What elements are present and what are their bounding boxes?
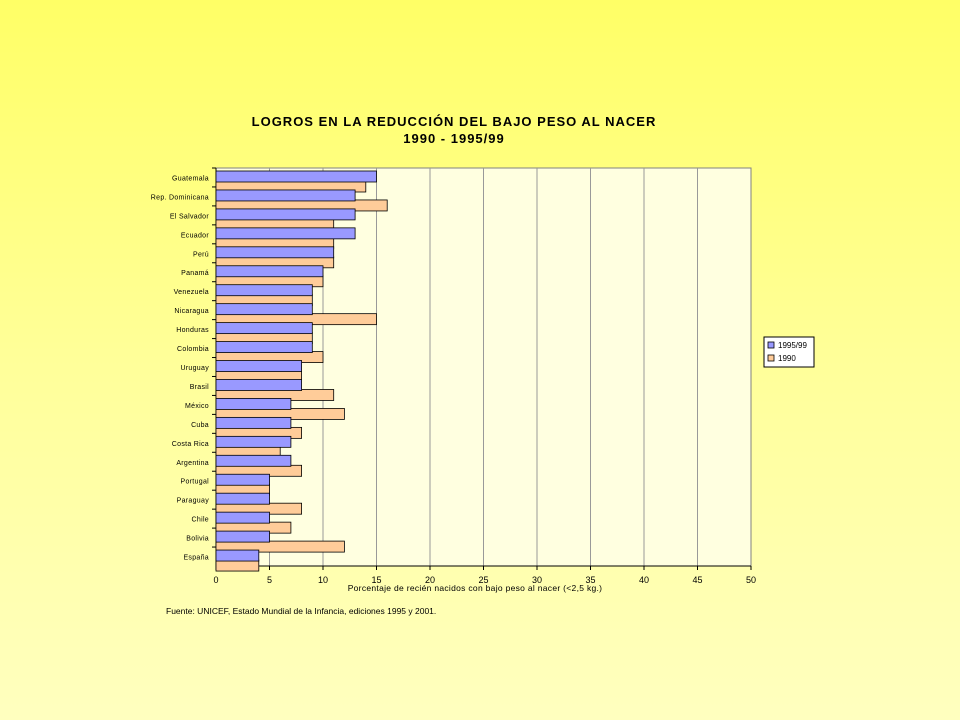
source-note: Fuente: UNICEF, Estado Mundial de la Inf… <box>166 606 436 616</box>
bar-1995-99 <box>215 189 356 202</box>
bar-1990 <box>215 540 345 553</box>
x-axis-label: Porcentaje de recién nacidos con bajo pe… <box>348 583 603 593</box>
x-tick-label: 0 <box>213 575 218 585</box>
legend-swatch <box>767 341 775 349</box>
bar-1995-99 <box>215 492 270 505</box>
category-label: Ecuador <box>181 232 210 239</box>
category-label: Venezuela <box>174 289 209 296</box>
bar-1995-99 <box>215 341 313 353</box>
category-label: Paraguay <box>177 498 210 505</box>
legend-label: 1990 <box>778 354 796 363</box>
category-label: Brasil <box>190 384 209 391</box>
bar-1995-99 <box>215 170 377 183</box>
category-label: Honduras <box>176 327 209 334</box>
category-labels: Guatemala Rep. Dominicana El Salvador Ecuad… <box>151 175 210 562</box>
category-label: Rep. Dominicana <box>151 194 209 201</box>
category-label: Colombia <box>177 346 209 353</box>
category-label: España <box>183 555 209 562</box>
bar-1995-99 <box>215 473 270 486</box>
category-label: Chile <box>192 517 209 524</box>
x-tick-label: 5 <box>267 575 272 585</box>
bar-1995-99 <box>215 454 292 467</box>
bar-1995-99 <box>215 379 302 391</box>
bar-1995-99 <box>215 284 313 297</box>
x-tick-label: 10 <box>318 575 328 585</box>
category-label: Panamá <box>181 270 209 277</box>
bar-1995-99 <box>215 246 335 259</box>
bar-1995-99 <box>215 435 292 448</box>
bar-1995-99 <box>215 511 270 524</box>
category-label: Argentina <box>176 460 209 467</box>
x-tick-label: 45 <box>692 575 702 585</box>
bar-1995-99 <box>215 360 302 372</box>
x-tick-label: 25 <box>478 575 488 585</box>
category-label: Portugal <box>181 479 210 486</box>
category-label: Perú <box>193 251 209 258</box>
bar-1995-99 <box>215 416 292 429</box>
category-label: México <box>185 403 209 410</box>
legend: 1995/99 1990 <box>763 336 815 368</box>
bar-1995-99 <box>215 398 292 410</box>
chart-title: LOGROS EN LA REDUCCIÓN DEL BAJO PESO AL … <box>252 114 657 129</box>
category-label: Nicaragua <box>174 308 209 315</box>
bar-1995-99 <box>215 227 356 240</box>
category-label: Bolivia <box>186 536 209 543</box>
legend-label: 1995/99 <box>778 341 807 350</box>
category-label: Guatemala <box>172 175 209 182</box>
bar-1995-99 <box>215 208 356 221</box>
category-label: Costa Rica <box>172 441 209 448</box>
x-tick-labels: 0 5 10 15 20 25 30 35 40 45 50 <box>213 575 756 585</box>
x-tick-label: 40 <box>639 575 649 585</box>
category-label: El Salvador <box>170 213 209 220</box>
category-label: Uruguay <box>180 365 209 372</box>
bar-1995-99 <box>215 530 270 543</box>
legend-swatch <box>767 354 775 362</box>
bar-1995-99 <box>215 549 260 562</box>
x-tick-label: 50 <box>746 575 756 585</box>
x-tick-label: 20 <box>425 575 435 585</box>
x-tick-label: 35 <box>585 575 595 585</box>
x-tick-label: 30 <box>532 575 542 585</box>
bars <box>215 170 388 572</box>
bar-1995-99 <box>215 322 313 335</box>
category-label: Cuba <box>191 422 209 429</box>
bar-1995-99 <box>215 303 313 316</box>
bar-1990 <box>215 559 260 572</box>
bar-1995-99 <box>215 265 324 278</box>
x-tick-label: 15 <box>371 575 381 585</box>
chart-subtitle: 1990 - 1995/99 <box>403 131 504 146</box>
